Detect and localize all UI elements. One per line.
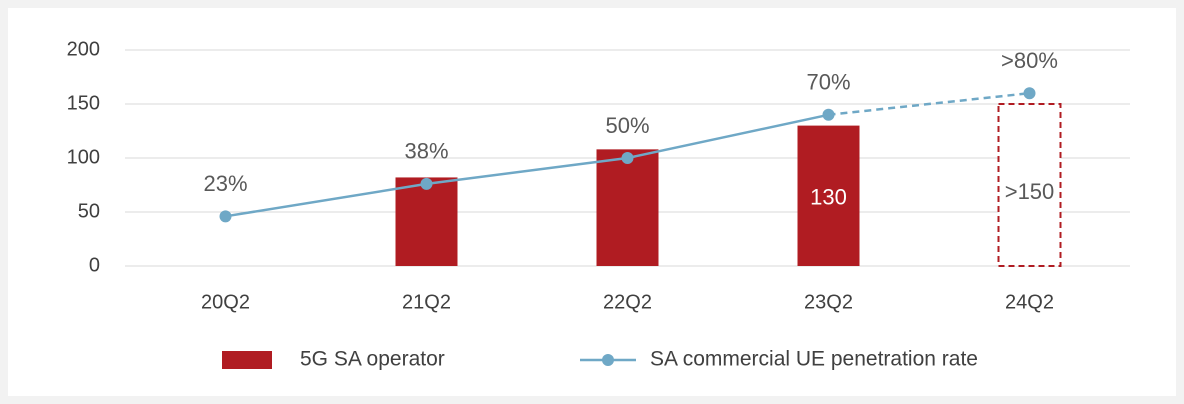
y-tick-label: 150	[67, 92, 100, 114]
line	[225, 113, 829, 218]
legend-swatch-point	[602, 354, 614, 366]
line-point	[1023, 87, 1036, 100]
data-label: 70%	[806, 70, 850, 95]
line-point	[219, 210, 232, 223]
data-label: >150	[1005, 179, 1055, 204]
line-point	[621, 152, 634, 164]
bar	[596, 149, 659, 266]
legend-label: SA commercial UE penetration rate	[650, 348, 978, 371]
line-point	[420, 177, 433, 190]
y-tick-label: 50	[78, 200, 100, 222]
data-label: 23%	[203, 171, 247, 196]
x-tick-label: 20Q2	[201, 291, 250, 313]
legend-swatch	[222, 351, 272, 369]
x-tick-label: 21Q2	[402, 291, 451, 313]
y-tick-label: 0	[89, 254, 100, 276]
data-label: 50%	[605, 113, 649, 138]
line-point	[822, 108, 835, 121]
line-dashed	[828, 91, 1030, 117]
data-label: 130	[810, 184, 847, 209]
x-tick-label: 22Q2	[603, 291, 652, 313]
y-tick-label: 200	[67, 38, 100, 60]
panel	[8, 8, 1176, 396]
bar	[797, 125, 860, 266]
x-tick-label: 24Q2	[1005, 291, 1054, 313]
x-tick-label: 23Q2	[804, 291, 853, 313]
data-label: 38%	[404, 139, 448, 164]
bar	[395, 177, 458, 266]
bar	[997, 103, 1062, 267]
data-label: >80%	[1001, 48, 1058, 73]
y-tick-label: 100	[67, 146, 100, 168]
legend-label: 5G SA operator	[300, 348, 445, 371]
